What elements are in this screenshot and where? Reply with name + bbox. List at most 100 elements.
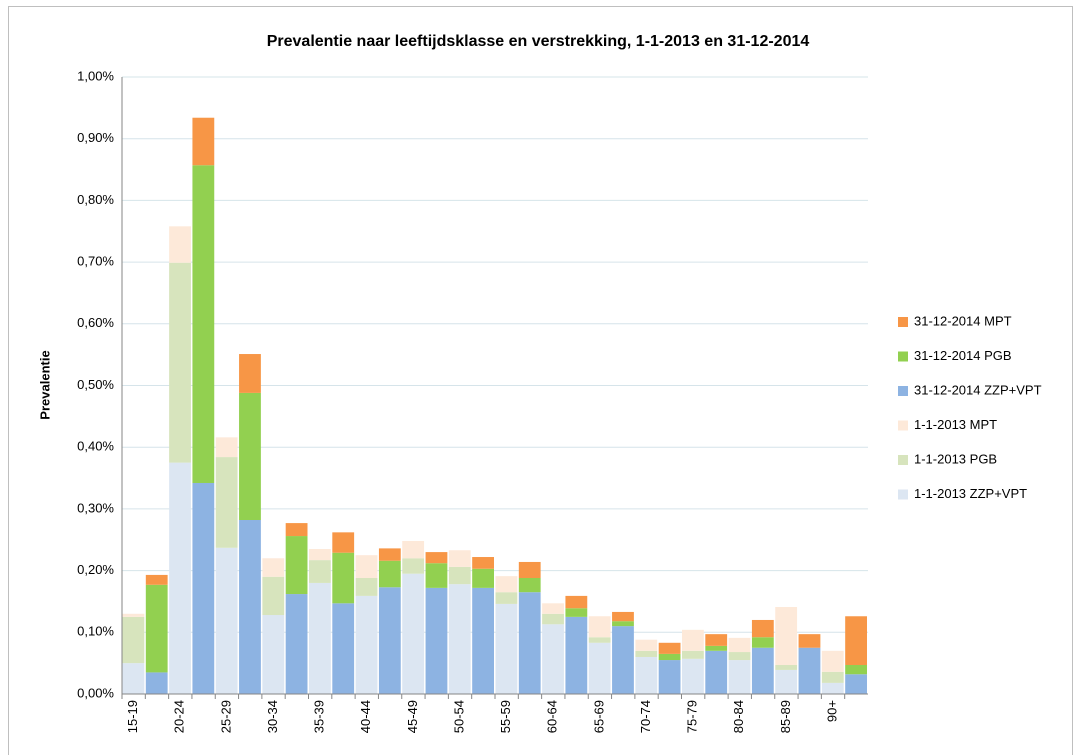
- y-tick-label: 0,60%: [77, 315, 114, 330]
- bar-segment: [169, 226, 191, 263]
- bar-segment: [425, 563, 448, 588]
- bar-segment: [378, 548, 401, 561]
- bar-segment: [215, 457, 238, 548]
- x-tick-label: 35-39: [312, 700, 327, 733]
- x-tick-label: 75-79: [685, 700, 700, 733]
- bar-segment: [472, 568, 494, 588]
- bar-segment: [355, 555, 378, 579]
- bar-segment: [728, 660, 751, 694]
- x-tick-label: 25-29: [218, 700, 233, 733]
- x-tick-label: 15-19: [125, 700, 140, 733]
- bar-segment: [192, 165, 215, 483]
- bar-segment: [332, 603, 355, 694]
- bar-segment: [192, 117, 215, 166]
- bar-segment: [145, 574, 168, 585]
- x-tick-label: 20-24: [172, 700, 187, 733]
- bar-segment: [542, 603, 564, 614]
- bar-segment: [751, 647, 774, 694]
- bar-segment: [495, 603, 518, 694]
- bar-segment: [658, 653, 681, 661]
- bar-segment: [751, 619, 774, 638]
- bar-segment: [425, 587, 448, 694]
- bar-segment: [751, 637, 774, 648]
- bar-segment: [425, 552, 448, 564]
- x-tick-label: 70-74: [638, 700, 653, 733]
- bar-segment: [448, 584, 471, 694]
- legend-label: 31-12-2014 PGB: [914, 348, 1012, 363]
- bar-segment: [215, 437, 238, 458]
- bar-segment: [122, 616, 145, 664]
- bar-segment: [448, 566, 471, 585]
- y-tick-label: 0,50%: [77, 377, 114, 392]
- bar-segment: [798, 647, 821, 694]
- bar-segment: [239, 392, 261, 521]
- bar-segment: [542, 624, 564, 694]
- bar-segment: [682, 658, 704, 694]
- bar-segment: [775, 665, 798, 670]
- bar-segment: [169, 462, 191, 694]
- bar-segment: [821, 650, 844, 672]
- chart-title: Prevalentie naar leeftijdsklasse en vers…: [267, 33, 810, 50]
- bar-segment: [402, 540, 425, 559]
- bar-segment: [332, 552, 355, 604]
- bar-segment: [658, 642, 681, 654]
- bar-segment: [821, 682, 844, 694]
- bar-segment: [565, 616, 588, 694]
- bar-segment: [565, 595, 588, 609]
- y-tick-label: 0,30%: [77, 500, 114, 515]
- bar-segment: [542, 613, 564, 625]
- bar-segment: [845, 616, 867, 666]
- bar-segment: [262, 576, 285, 616]
- bar-segment: [378, 587, 401, 694]
- bar-segment: [122, 663, 145, 694]
- y-tick-label: 0,10%: [77, 624, 114, 639]
- bar-segment: [402, 558, 425, 574]
- bar-segment: [821, 671, 844, 683]
- bar-segment: [215, 547, 238, 694]
- bar-segment: [285, 523, 308, 537]
- bar-segment: [402, 573, 425, 694]
- bar-segment: [355, 578, 378, 596]
- y-axis-label: Prevalentie: [37, 350, 52, 419]
- x-tick-label: 85-89: [778, 700, 793, 733]
- bar-segment: [239, 354, 261, 393]
- bar-segment: [495, 576, 518, 593]
- bar-segment: [472, 557, 494, 569]
- x-tick-label: 80-84: [731, 700, 746, 733]
- bar-segment: [169, 262, 191, 463]
- bar-segment: [798, 634, 821, 648]
- bar-segment: [658, 660, 681, 694]
- bar-segment: [845, 665, 867, 675]
- legend-swatch: [898, 351, 908, 362]
- x-tick-label: 45-49: [405, 700, 420, 733]
- legend-swatch: [898, 489, 908, 500]
- bar-segment: [239, 520, 261, 694]
- bar-segment: [309, 560, 331, 583]
- bar-segment: [309, 549, 331, 561]
- x-tick-label: 30-34: [265, 700, 280, 733]
- bar-segment: [775, 607, 798, 666]
- y-tick-label: 0,20%: [77, 562, 114, 577]
- bar-segment: [775, 669, 798, 694]
- bar-segment: [332, 532, 355, 553]
- bar-segment: [192, 482, 215, 694]
- bar-segment: [309, 582, 331, 694]
- bar-segment: [565, 608, 588, 617]
- bar-segment: [588, 642, 611, 694]
- x-tick-label: 60-64: [545, 700, 560, 733]
- y-tick-label: 0,70%: [77, 254, 114, 269]
- bar-segment: [145, 672, 168, 694]
- legend-swatch: [898, 455, 908, 465]
- bar-segment: [612, 626, 634, 694]
- bar-segment: [448, 550, 471, 567]
- bar-segment: [285, 594, 308, 694]
- bar-segment: [728, 652, 751, 661]
- bar-segment: [262, 615, 285, 694]
- bar-segment: [518, 578, 541, 593]
- legend-swatch: [898, 317, 908, 327]
- y-tick-label: 0,00%: [77, 685, 114, 700]
- legend-label: 1-1-2013 PGB: [914, 451, 997, 466]
- bar-segment: [705, 650, 728, 694]
- bar-segment: [705, 634, 728, 646]
